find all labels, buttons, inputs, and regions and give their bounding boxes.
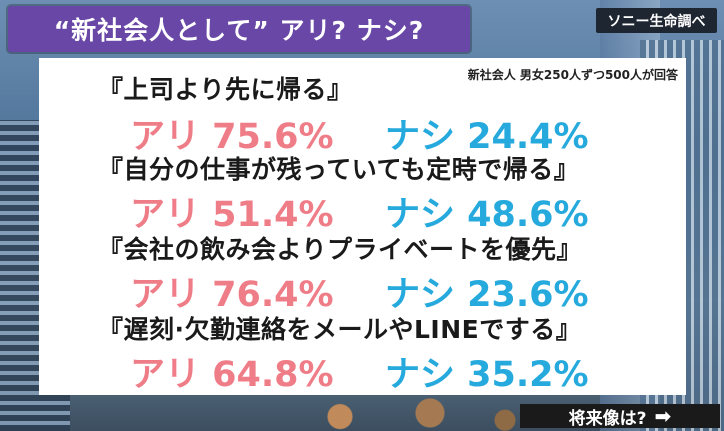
- next-topic-text: 将来像は?: [568, 408, 647, 429]
- nashi-percentage: ナシ 48.6%: [385, 195, 589, 235]
- ari-percentage: アリ 64.8%: [130, 355, 334, 395]
- question-text: 『自分の仕事が残っていても定時で帰る』: [98, 155, 580, 184]
- title-banner: “新社会人として” アリ? ナシ?: [8, 6, 470, 52]
- question-text: 『遅刻·欠勤連絡をメールやLINEでする』: [98, 315, 582, 344]
- question-text: 『上司より先に帰る』: [98, 75, 353, 104]
- question-text: 『会社の飲み会よりプライベートを優先』: [98, 235, 583, 264]
- nashi-percentage: ナシ 23.6%: [385, 275, 589, 315]
- survey-panel: 新社会人 男女250人ずつ500人が回答 『上司より先に帰る』 アリ 75.6%…: [39, 58, 686, 395]
- next-topic-label: 将来像は? ➡: [520, 404, 720, 429]
- source-label: ソニー生命調べ: [596, 8, 717, 33]
- respondents-note: 新社会人 男女250人ずつ500人が回答: [467, 68, 678, 82]
- arrow-right-icon: ➡: [654, 404, 672, 428]
- ari-percentage: アリ 76.4%: [130, 275, 334, 315]
- nashi-percentage: ナシ 35.2%: [385, 355, 589, 395]
- ari-percentage: アリ 51.4%: [130, 195, 334, 235]
- title-text: “新社会人として” アリ? ナシ?: [53, 16, 425, 45]
- nashi-percentage: ナシ 24.4%: [385, 117, 589, 157]
- background-trees: [250, 395, 550, 431]
- ari-percentage: アリ 75.6%: [130, 117, 334, 157]
